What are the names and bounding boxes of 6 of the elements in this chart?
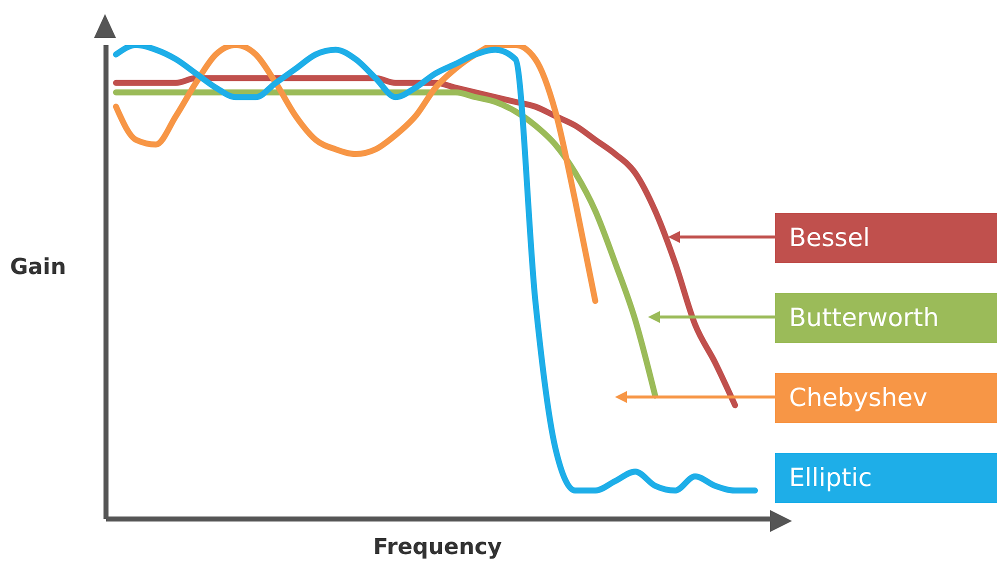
text: Chebyshev — [775, 373, 997, 423]
legend-label: Butterworth — [775, 293, 997, 343]
series-label: Elliptic — [775, 453, 997, 503]
x-axis-title: Frequency — [372, 535, 503, 560]
legend-label: Bessel — [775, 213, 997, 263]
y-axis-title: Gain — [10, 255, 66, 280]
